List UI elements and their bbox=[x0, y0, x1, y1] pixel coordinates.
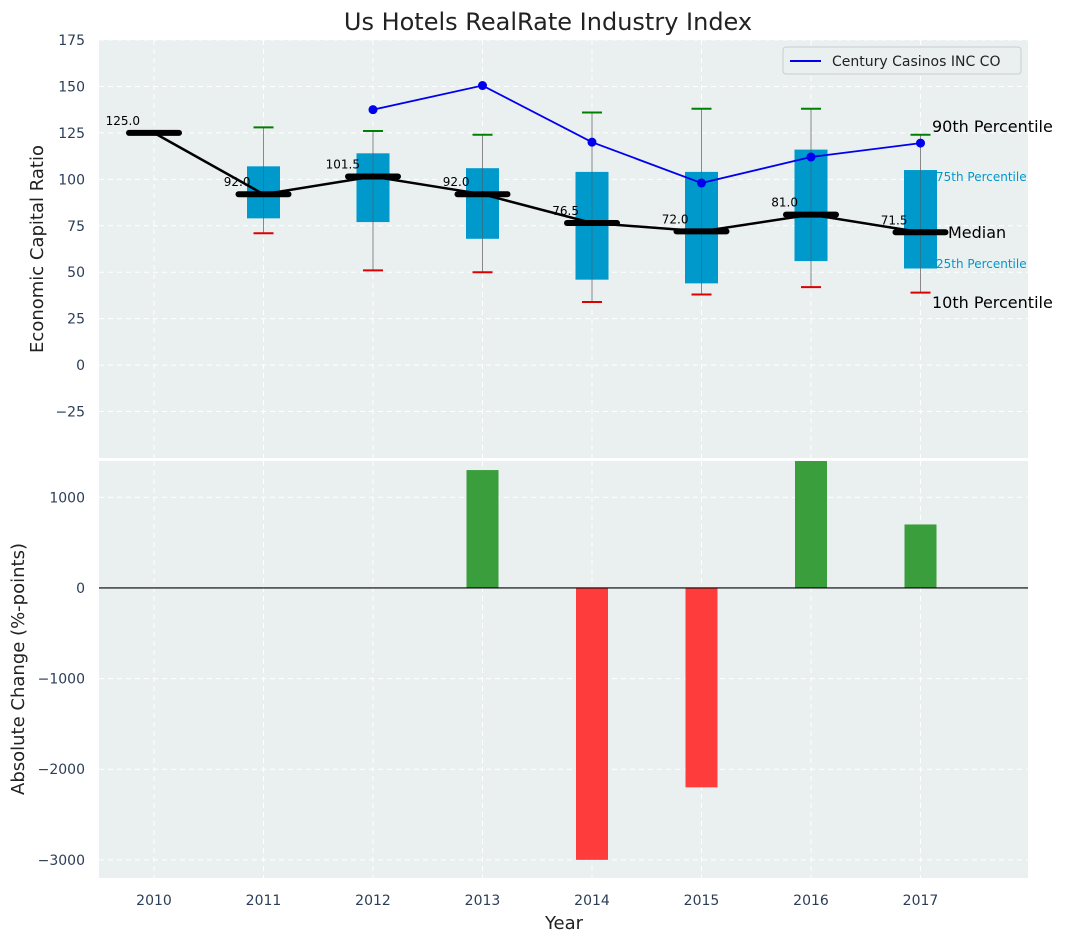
median-value-label: 71.5 bbox=[881, 213, 908, 227]
company-series-point bbox=[478, 81, 487, 91]
p90-label: 90th Percentile bbox=[932, 117, 1053, 136]
bars-layer bbox=[466, 461, 937, 860]
bottom-y-tick-label: −1000 bbox=[38, 672, 85, 688]
bottom-y-tick-label: −2000 bbox=[38, 762, 85, 778]
median-value-label: 72.0 bbox=[662, 212, 689, 226]
legend: Century Casinos INC CO bbox=[782, 46, 1022, 75]
top-y-tick-label: 50 bbox=[67, 265, 85, 281]
bottom-y-tick-label: −3000 bbox=[38, 853, 85, 869]
change-bar bbox=[466, 470, 499, 588]
bottom-y-tick-label: 0 bbox=[76, 581, 85, 597]
bottom-panel-background bbox=[99, 461, 1028, 878]
median-line-layer bbox=[153, 131, 921, 234]
top-y-tick-label: 0 bbox=[76, 358, 85, 374]
top-y-tick-label: 100 bbox=[58, 172, 85, 188]
median-value-label: 76.5 bbox=[552, 204, 579, 218]
axis-layer: 2010 2011 2012 2013 2014 2015 2016 2017 −25 0 25 50… bbox=[38, 33, 1028, 909]
median-value-label: 125.0 bbox=[106, 114, 140, 128]
chart-title: Us Hotels RealRate Industry Index bbox=[344, 8, 752, 36]
median-value-label: 92.0 bbox=[224, 175, 251, 189]
top-y-tick-label: −25 bbox=[55, 405, 85, 421]
median-value-label: 92.0 bbox=[443, 175, 470, 189]
legend-box bbox=[782, 46, 1022, 75]
median-value-label: 81.0 bbox=[771, 196, 798, 210]
company-series-point bbox=[697, 178, 706, 188]
change-bar bbox=[685, 587, 718, 788]
top-y-tick-label: 25 bbox=[67, 312, 85, 328]
company-series-point bbox=[806, 152, 816, 162]
label-layer: 125.0 92.0 101.5 92.0 76.5 72.0 81.0 71.5 bbox=[106, 114, 908, 227]
x-tick-label: 2010 bbox=[136, 893, 172, 909]
x-tick-label: 2015 bbox=[684, 893, 720, 909]
company-series-point bbox=[916, 138, 925, 148]
x-tick-label: 2016 bbox=[793, 893, 829, 909]
bottom-y-tick-label: 1000 bbox=[49, 490, 85, 506]
top-panel-background bbox=[99, 40, 1028, 458]
change-bar bbox=[576, 587, 608, 860]
company-series-point bbox=[368, 105, 378, 115]
top-y-tick-label: 150 bbox=[58, 79, 85, 95]
p75-label: 75th Percentile bbox=[936, 170, 1027, 184]
top-y-tick-label: 175 bbox=[58, 33, 85, 49]
top-y-tick-label: 125 bbox=[58, 126, 85, 142]
x-tick-label: 2013 bbox=[465, 893, 501, 909]
change-bar bbox=[795, 461, 827, 588]
x-axis-label: Year bbox=[544, 913, 584, 934]
median-trend-line bbox=[153, 131, 921, 234]
company-series-line bbox=[372, 84, 921, 184]
median-value-label: 101.5 bbox=[326, 158, 360, 172]
top-y-tick-label: 75 bbox=[67, 219, 85, 235]
x-tick-label: 2011 bbox=[246, 893, 282, 909]
legend-entry-label: Century Casinos INC CO bbox=[832, 54, 1000, 70]
x-tick-label: 2014 bbox=[574, 893, 610, 909]
p25-label: 25th Percentile bbox=[936, 257, 1027, 271]
x-tick-label: 2012 bbox=[355, 893, 391, 909]
company-series-point bbox=[587, 137, 597, 147]
bottom-y-axis-label: Absolute Change (%-points) bbox=[8, 543, 29, 795]
x-tick-label: 2017 bbox=[903, 893, 939, 909]
company-series-layer bbox=[368, 81, 925, 188]
top-y-axis-label: Economic Capital Ratio bbox=[27, 145, 48, 353]
change-bar bbox=[904, 524, 937, 588]
median-label: Median bbox=[948, 223, 1006, 242]
p10-label: 10th Percentile bbox=[932, 293, 1053, 312]
